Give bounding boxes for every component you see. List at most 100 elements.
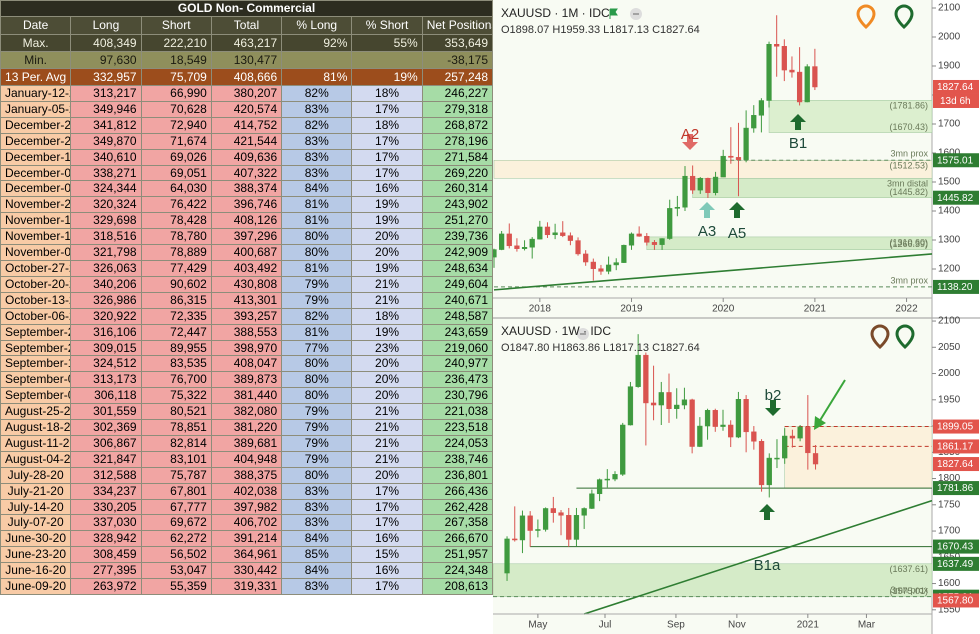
table-cell: August-18-20 [0,419,72,436]
table-cell: 408,349 [70,34,142,52]
table-cell: 248,587 [421,307,494,325]
table-cell: 391,214 [210,530,283,548]
table-cell: June-23-20 [0,546,72,564]
data-row: October-27-20326,06377,429403,49281%19%2… [0,259,494,277]
table-cell: September-08-20 [0,371,72,389]
table-cell: 239,736 [421,228,494,246]
candle-body [558,512,564,516]
countdown-tag [933,93,979,108]
table-title-row: GOLD Non- Commercial [0,0,493,17]
candle-body [720,424,726,427]
price-tag-label: 1861.17 [937,442,974,453]
trendline [493,253,933,291]
price-tag [933,190,979,205]
data-row: September-22-20309,01589,955398,97077%23… [0,339,494,357]
price-tag [933,153,979,168]
table-cell: 364,961 [210,546,283,564]
table-cell: 240,977 [421,355,494,373]
table-cell: 340,206 [70,275,142,293]
table-cell: 19% [351,259,423,277]
candle-body [527,515,533,531]
table-cell: November-24-20 [0,196,72,214]
table-cell: 75,709 [140,68,212,86]
data-row: September-15-20324,51283,535408,04780%20… [0,355,494,373]
table-cell: 219,060 [421,339,494,357]
table-cell: 79% [281,291,353,309]
candle-body [735,399,742,438]
table-cell: 329,698 [70,212,142,230]
candle-body [604,478,610,481]
table-cell: 83% [281,498,353,516]
table-cell: 15% [351,546,423,564]
table-cell: 408,047 [210,355,283,373]
table-cell: 243,902 [421,196,494,214]
table-cell: Net Positions [421,16,494,35]
table-cell: 16% [351,562,423,580]
table-cell: 414,752 [210,116,283,134]
table-cell: 263,972 [70,578,142,595]
table-cell: 324,344 [70,180,142,198]
table-cell: 334,237 [70,482,142,500]
table-cell: July-21-20 [0,482,72,500]
table-cell: 81% [281,212,353,230]
y-tick-label: 1900 [938,61,961,72]
table-cell: 83,535 [140,355,212,373]
candle-body [521,247,528,249]
candle-body [636,233,642,237]
data-row: June-30-20 328,942 62,272 391,214 84% 16% 266,… [0,530,494,548]
table-cell: 67,777 [140,498,212,516]
table-cell: 224,348 [421,562,494,580]
table-cell: Short [140,16,212,35]
data-row: November-17-20329,69878,428408,12681%19%… [0,212,494,230]
data-row: August-18-20 302,369 78,851 381,220 79% 21% 22… [0,419,494,436]
table-cell: 402,038 [210,482,283,500]
countdown-label: 13d 6h [940,96,971,107]
y-tick-label: 1300 [938,235,961,246]
candle-body [782,435,788,459]
table-cell: 78,889 [140,244,212,261]
table-cell: 306,867 [70,434,142,452]
flag-icon [609,8,618,19]
candle-body [514,245,520,249]
annotation-arrow [759,504,775,520]
table-cell: 309,015 [70,339,142,357]
x-tick-label: 2018 [529,304,552,315]
table-cell: 251,270 [421,212,494,230]
price-tag [933,556,979,571]
table-cell: 341,812 [70,116,142,134]
table-cell: December-22-20 [0,132,72,150]
table-cell: 463,217 [210,34,283,52]
table-cell: 313,173 [70,371,142,389]
table-cell: 20% [351,355,423,373]
table-cell: October-27-20 [0,259,72,277]
table-cell: 277,395 [70,562,142,580]
data-row: August-04-20 321,847 83,101 404,948 79% 21% 23… [0,450,494,468]
candle-body [658,392,664,406]
table-cell: August-25-20 [0,403,72,421]
ohlc-label: O1898.07 H1959.33 L1817.13 C1827.64 [501,24,700,36]
table-cell: 75,322 [140,387,212,405]
table-cell: 72,335 [140,307,212,325]
table-cell: October-20-20 [0,275,72,293]
y-tick-label: 1700 [938,526,961,537]
price-tag-label: 1899.05 [937,422,974,433]
table-cell: 18,549 [140,51,212,69]
table-cell: 320,324 [70,196,142,214]
table-cell: 338,271 [70,164,142,182]
table-cell: 403,492 [210,259,283,277]
table-cell: 240,671 [421,291,494,309]
zone [493,563,933,597]
candle-body [712,176,719,193]
summary-row: Min. 97,630 18,549 130,477 -38,175 [0,51,494,69]
y-tick-label: 2000 [938,368,961,379]
table-cell: 393,257 [210,307,283,325]
table-cell: 318,516 [70,228,142,246]
table-cell: 82% [281,307,353,325]
table-cell: 236,473 [421,371,494,389]
table-cell: 81% [281,323,353,341]
table-cell: 92% [281,34,353,52]
table-cell: 82,814 [140,434,212,452]
candle-body [567,235,574,241]
table-cell: November-03-20 [0,244,72,261]
table-cell: 17% [351,100,423,118]
